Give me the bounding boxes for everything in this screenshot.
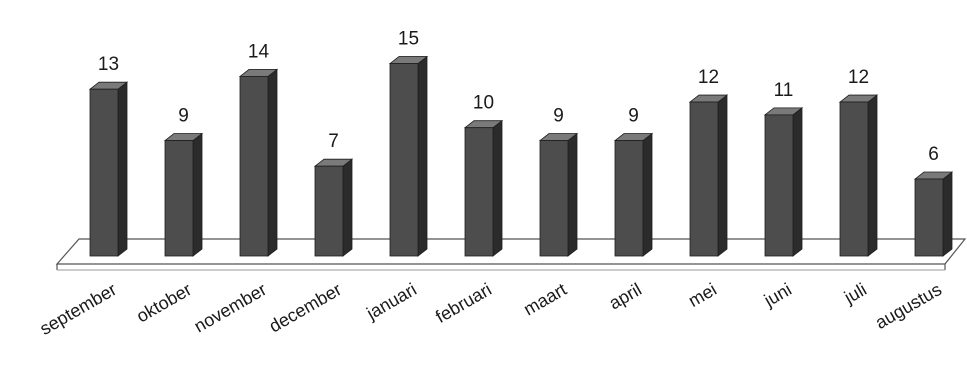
bar-front-face — [314, 165, 344, 257]
bar-side-face — [717, 94, 728, 257]
data-label: 14 — [248, 41, 270, 62]
bar-front-face — [464, 127, 494, 257]
data-label: 12 — [698, 67, 719, 88]
x-tick-label: maart — [520, 279, 570, 319]
bar — [538, 132, 579, 257]
floor-plane — [55, 238, 967, 265]
data-label: 7 — [328, 131, 339, 152]
bar — [763, 107, 804, 257]
data-label: 10 — [473, 93, 494, 114]
x-tick-label: februari — [432, 279, 495, 327]
bar-side-face — [567, 132, 578, 257]
data-label: 15 — [398, 29, 419, 50]
bar-side-face — [492, 119, 503, 257]
bar — [238, 68, 279, 257]
bar-front-face — [839, 101, 869, 257]
bar-side-face — [417, 55, 428, 257]
bar-front-face — [539, 140, 569, 257]
x-tick-label: juni — [760, 279, 795, 311]
bar-side-face — [267, 68, 278, 257]
x-tick-label: mei — [685, 279, 720, 311]
x-tick-label: juli — [840, 279, 870, 308]
bar — [613, 132, 654, 257]
bar-front-face — [239, 75, 269, 257]
bar-side-face — [192, 132, 203, 257]
data-label: 13 — [98, 54, 119, 75]
x-tick-label: april — [606, 279, 645, 313]
data-labels: 13 9 14 7 15 10 9 9 12 11 12 6 — [98, 29, 939, 165]
bar-front-face — [89, 88, 119, 257]
bar-front-face — [689, 101, 719, 257]
x-tick-label: november — [191, 279, 270, 336]
bars — [88, 55, 954, 257]
bar-side-face — [342, 158, 353, 257]
bar — [838, 94, 879, 257]
chart-floor — [55, 238, 967, 271]
x-tick-label: december — [266, 279, 345, 336]
bar-side-face — [117, 81, 128, 257]
bar-side-face — [642, 132, 653, 257]
x-tick-label: september — [36, 279, 120, 339]
bar-front-face — [914, 178, 944, 257]
bar — [88, 81, 129, 257]
bar-side-face — [942, 171, 953, 257]
bar-front-face — [389, 63, 419, 257]
bar-front-face — [764, 114, 794, 257]
x-tick-label: oktober — [133, 279, 195, 326]
data-label: 9 — [553, 106, 564, 127]
bar-front-face — [164, 140, 194, 257]
bar-front-face — [614, 140, 644, 257]
bar — [463, 119, 504, 257]
data-label: 9 — [628, 106, 639, 127]
x-tick-label: januari — [362, 279, 420, 324]
data-label: 6 — [928, 144, 939, 165]
bar — [163, 132, 204, 257]
bar — [313, 158, 354, 257]
bar — [913, 171, 954, 257]
bar-side-face — [867, 94, 878, 257]
bar — [688, 94, 729, 257]
data-label: 9 — [178, 106, 189, 127]
x-tick-label: augustus — [872, 279, 945, 333]
data-label: 12 — [848, 67, 869, 88]
bar — [388, 55, 429, 257]
bar-side-face — [792, 107, 803, 257]
data-label: 11 — [774, 80, 794, 101]
